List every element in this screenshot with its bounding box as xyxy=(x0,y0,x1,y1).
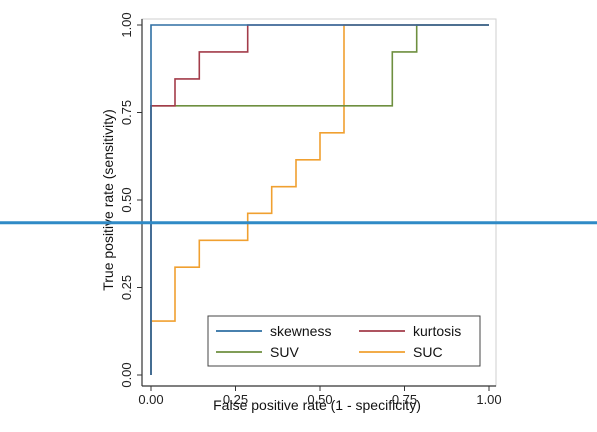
y-axis-title: True positive rate (sensitivity) xyxy=(100,109,116,291)
y-tick-label: 0.50 xyxy=(119,187,134,212)
axes: 0.00 0.25 0.50 0.75 1.00 0.00 0.25 0.50 0.75 1.00… xyxy=(100,12,502,413)
series-lines xyxy=(150,24,489,375)
x-tick-label: 0.75 xyxy=(392,392,417,407)
x-tick-label: 0.00 xyxy=(138,392,163,407)
legend: skewness kurtosis SUV SUC xyxy=(207,315,481,367)
legend-label-kurtosis: kurtosis xyxy=(413,323,461,339)
y-tick-label: 0.75 xyxy=(119,100,134,125)
series-line-kurtosis xyxy=(150,24,489,375)
legend-box xyxy=(207,315,481,367)
legend-label-skewness: skewness xyxy=(270,323,331,339)
series-line-skewness xyxy=(150,24,489,375)
y-tick-label: 0.25 xyxy=(119,275,134,300)
series-line-suc xyxy=(150,24,489,375)
legend-label-suc: SUC xyxy=(413,344,443,360)
x-tick-label: 0.50 xyxy=(307,392,332,407)
y-tick-label: 1.00 xyxy=(119,12,134,37)
x-axis-title: False positive rate (1 - specificity) xyxy=(213,397,421,413)
legend-label-suv: SUV xyxy=(270,344,299,360)
x-tick-label: 1.00 xyxy=(476,392,501,407)
x-tick-label: 0.25 xyxy=(223,392,248,407)
y-tick-label: 0.00 xyxy=(119,362,134,387)
